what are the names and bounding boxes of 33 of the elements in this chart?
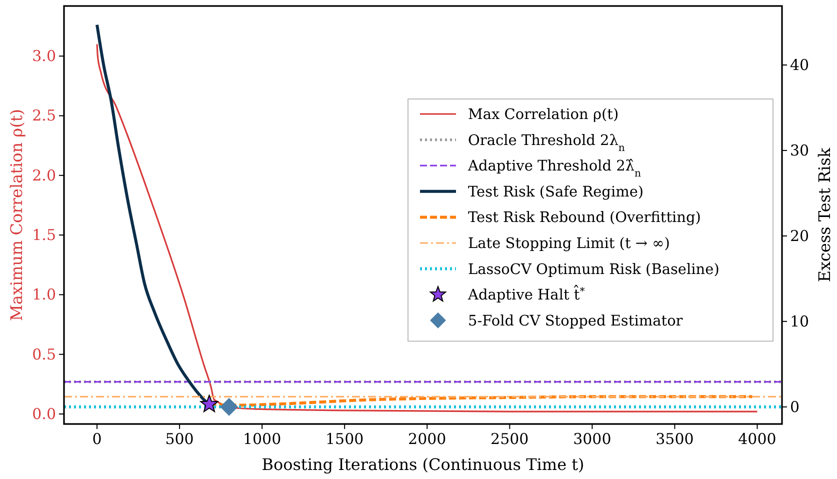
x-tick-label: 3000	[573, 430, 612, 448]
x-tick-label: 3500	[656, 430, 694, 448]
y-tick-label: 2.5	[32, 106, 56, 125]
y2-tick-label: 20	[790, 226, 810, 245]
y2-tick-label: 10	[790, 312, 810, 330]
y2-axis-title: Excess Test Risk	[815, 148, 834, 282]
y-tick-label: 3.0	[32, 47, 56, 66]
x-tick-label: 2500	[490, 430, 529, 448]
x-tick-label: 2000	[408, 430, 446, 448]
legend-label: Adaptive Threshold 2λ̂$_{n}$	[467, 158, 642, 180]
y-tick-label: 1.5	[32, 226, 56, 244]
legend-label: Adaptive Halt t̂$^{*}$	[467, 284, 585, 304]
legend-label: LassoCV Optimum Risk (Baseline)	[468, 262, 720, 278]
y2-tick-label: 30	[790, 141, 810, 160]
x-tick-label: 0	[92, 430, 102, 448]
y2-tick-label: 0	[790, 398, 800, 416]
legend-label: Late Stopping Limit (t → ∞)	[468, 236, 670, 252]
legend-label: Test Risk (Safe Regime)	[468, 184, 644, 200]
legend-label: 5-Fold CV Stopped Estimator	[468, 313, 683, 330]
legend-label: Test Risk Rebound (Overfitting)	[468, 210, 701, 226]
y2-tick-label: 40	[790, 56, 810, 74]
y-tick-label: 1.0	[32, 286, 56, 304]
legend-label: Max Correlation ρ(t)	[468, 107, 619, 123]
y-axis-title: Maximum Correlation ρ(t)	[7, 109, 26, 321]
x-tick-label: 1500	[326, 430, 364, 448]
x-tick-label: 1000	[242, 430, 282, 448]
x-tick-label: 500	[165, 430, 194, 448]
x-axis-title: Boosting Iterations (Continuous Time t)	[262, 455, 584, 474]
y-tick-label: 0.5	[32, 345, 56, 364]
legend-label: Oracle Threshold 2λ$_{n}$	[468, 132, 626, 154]
y-tick-label: 2.0	[32, 166, 56, 184]
x-tick-label: 4000	[738, 430, 776, 448]
y-tick-label: 0.0	[32, 404, 56, 423]
